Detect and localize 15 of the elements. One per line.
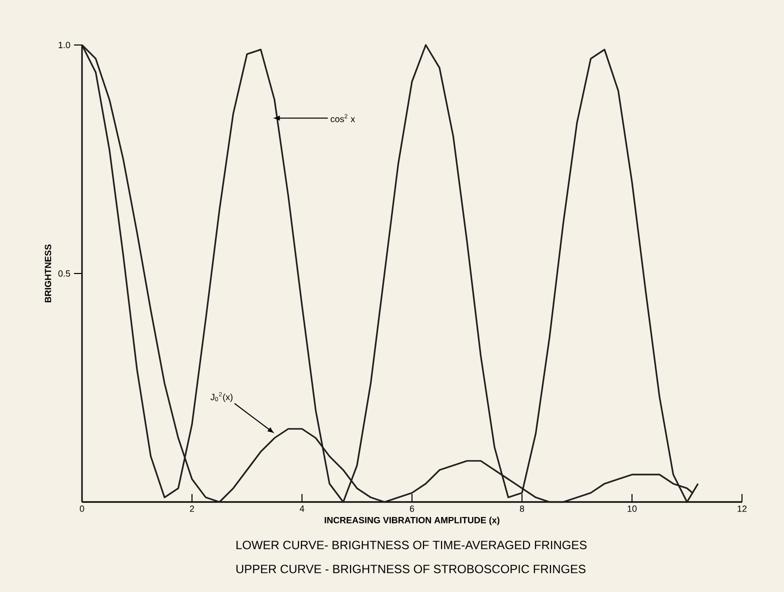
x-tick-label: 12 xyxy=(738,506,747,512)
y-axis-title: BRIGHTNESS xyxy=(44,244,52,302)
annotation: J$_{0}$$^{2}$(x) xyxy=(210,392,232,402)
x-tick-label: 2 xyxy=(190,506,194,512)
x-tick-label: 6 xyxy=(410,506,414,512)
x-tick-label: 8 xyxy=(520,506,524,512)
annotation: cos$^{2}$ x xyxy=(330,114,355,122)
y-tick-label: 1.0 xyxy=(58,42,70,48)
x-axis-title: INCREASING VIBRATION AMPLITUDE (x) xyxy=(324,516,500,526)
text: LOWER CURVE- BRIGHTNESS OF TIME-AVERAGED FRINGES xyxy=(236,540,587,550)
x-tick-label: 0 xyxy=(80,506,84,512)
text: UPPER CURVE - BRIGHTNESS OF STROBOSCOPIC FRINGES xyxy=(236,564,586,574)
x-tick-label: 4 xyxy=(300,506,304,512)
y-tick-label: 0.5 xyxy=(58,270,70,277)
x-tick-label: 10 xyxy=(628,506,637,512)
